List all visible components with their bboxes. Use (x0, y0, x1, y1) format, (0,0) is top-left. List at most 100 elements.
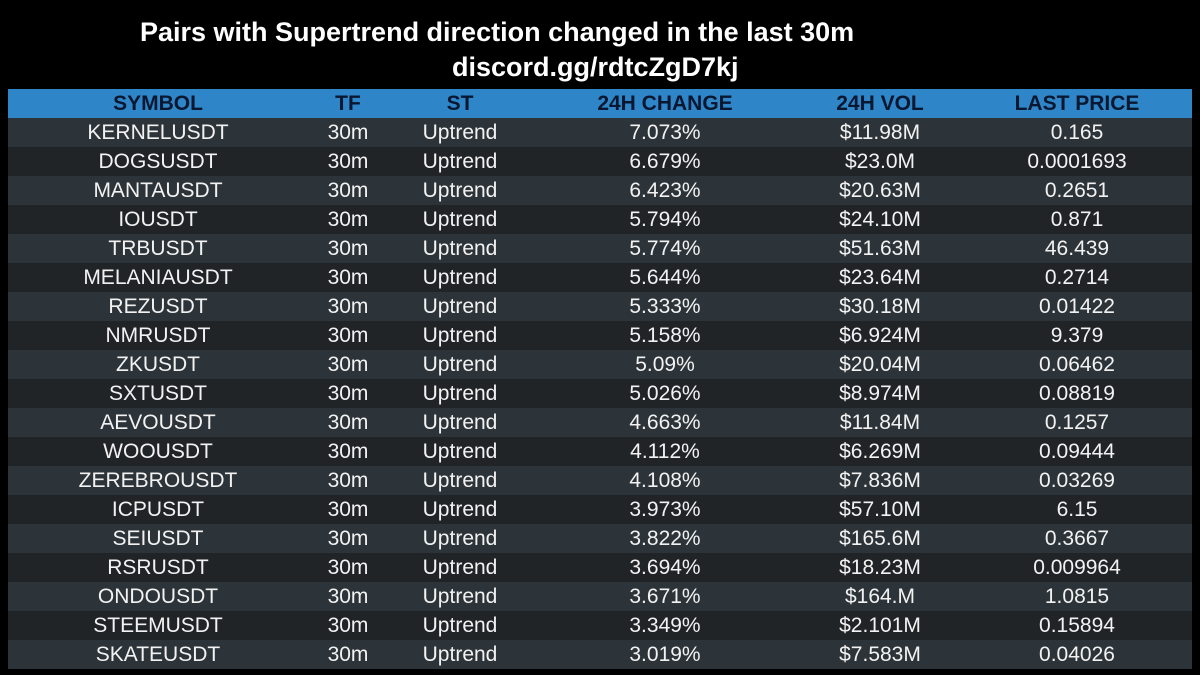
cell-symbol: ZKUSDT (116, 352, 200, 376)
cell-tf: 30m (327, 323, 369, 347)
cell-symbol: SEIUSDT (112, 526, 204, 550)
column-header-24h-vol: 24H VOL (836, 91, 924, 115)
cell-24h-vol: $20.63M (839, 178, 921, 202)
cell-tf: 30m (327, 642, 369, 666)
cell-24h-change: 5.794% (629, 207, 701, 231)
cell-st: Uptrend (422, 323, 498, 347)
cell-last-price: 0.15894 (1039, 613, 1115, 637)
table-row: REZUSDT 30m Uptrend 5.333% $30.18M 0.01422 (8, 292, 1192, 321)
cell-symbol: TRBUSDT (108, 236, 208, 260)
cell-symbol: SXTUSDT (108, 381, 207, 405)
cell-st: Uptrend (422, 352, 498, 376)
page-title: Pairs with Supertrend direction changed … (140, 17, 855, 47)
cell-st: Uptrend (422, 584, 498, 608)
cell-symbol: ONDOUSDT (97, 584, 219, 608)
cell-tf: 30m (327, 613, 369, 637)
cell-last-price: 0.0001693 (1027, 149, 1127, 173)
column-header-24h-change: 24H CHANGE (597, 91, 733, 115)
table-row: STEEMUSDT 30m Uptrend 3.349% $2.101M 0.15894 (8, 611, 1192, 640)
table-row: RSRUSDT 30m Uptrend 3.694% $18.23M 0.009964 (8, 553, 1192, 582)
cell-last-price: 0.2651 (1044, 178, 1110, 202)
cell-tf: 30m (327, 236, 369, 260)
table-header: SYMBOL TF ST 24H CHANGE 24H VOL LAST PRI… (8, 89, 1192, 118)
cell-st: Uptrend (422, 526, 498, 550)
cell-symbol: NMRUSDT (105, 323, 211, 347)
cell-st: Uptrend (422, 613, 498, 637)
cell-symbol: WOOUSDT (103, 439, 213, 463)
table-row: ICPUSDT 30m Uptrend 3.973% $57.10M 6.15 (8, 495, 1192, 524)
table-row: TRBUSDT 30m Uptrend 5.774% $51.63M 46.439 (8, 234, 1192, 263)
cell-last-price: 0.09444 (1039, 439, 1115, 463)
cell-24h-change: 3.973% (629, 497, 701, 521)
cell-24h-vol: $8.974M (839, 381, 921, 405)
column-header-symbol: SYMBOL (113, 91, 203, 115)
cell-st: Uptrend (422, 178, 498, 202)
cell-24h-vol: $164.M (844, 584, 916, 608)
cell-last-price: 0.1257 (1044, 410, 1110, 434)
column-header-st: ST (446, 91, 474, 115)
cell-tf: 30m (327, 178, 369, 202)
discord-link: discord.gg/rdtcZgD7kj (452, 52, 739, 82)
table-row: WOOUSDT 30m Uptrend 4.112% $6.269M 0.09444 (8, 437, 1192, 466)
cell-tf: 30m (327, 265, 369, 289)
cell-tf: 30m (327, 294, 369, 318)
cell-st: Uptrend (422, 381, 498, 405)
cell-24h-vol: $20.04M (839, 352, 921, 376)
cell-tf: 30m (327, 381, 369, 405)
cell-24h-vol: $24.10M (839, 207, 921, 231)
cell-symbol: SKATEUSDT (95, 642, 221, 666)
cell-st: Uptrend (422, 555, 498, 579)
cell-st: Uptrend (422, 120, 498, 144)
cell-24h-change: 5.158% (629, 323, 701, 347)
cell-symbol: ZEREBROUSDT (78, 468, 238, 492)
cell-24h-change: 5.774% (629, 236, 701, 260)
cell-symbol: KERNELUSDT (87, 120, 229, 144)
cell-last-price: 6.15 (1056, 497, 1098, 521)
pairs-table: SYMBOL TF ST 24H CHANGE 24H VOL LAST PRI… (8, 89, 1192, 669)
cell-tf: 30m (327, 584, 369, 608)
cell-tf: 30m (327, 352, 369, 376)
cell-24h-change: 7.073% (629, 120, 701, 144)
cell-24h-vol: $57.10M (839, 497, 921, 521)
cell-24h-change: 6.679% (629, 149, 701, 173)
cell-tf: 30m (327, 526, 369, 550)
cell-last-price: 0.04026 (1039, 642, 1115, 666)
cell-last-price: 1.0815 (1044, 584, 1110, 608)
cell-24h-change: 6.423% (629, 178, 701, 202)
table-row: ONDOUSDT 30m Uptrend 3.671% $164.M 1.0815 (8, 582, 1192, 611)
cell-last-price: 0.01422 (1039, 294, 1115, 318)
column-header-last-price: LAST PRICE (1014, 91, 1140, 115)
cell-tf: 30m (327, 120, 369, 144)
cell-24h-vol: $51.63M (839, 236, 921, 260)
cell-24h-change: 3.019% (629, 642, 701, 666)
cell-symbol: REZUSDT (108, 294, 208, 318)
table-row: SEIUSDT 30m Uptrend 3.822% $165.6M 0.3667 (8, 524, 1192, 553)
cell-symbol: AEVOUSDT (100, 410, 216, 434)
cell-24h-vol: $7.836M (839, 468, 921, 492)
cell-st: Uptrend (422, 265, 498, 289)
cell-st: Uptrend (422, 207, 498, 231)
table-row: SXTUSDT 30m Uptrend 5.026% $8.974M 0.08819 (8, 379, 1192, 408)
cell-24h-vol: $18.23M (839, 555, 921, 579)
cell-24h-change: 5.333% (629, 294, 701, 318)
table-row: MELANIAUSDT 30m Uptrend 5.644% $23.64M 0.2714 (8, 263, 1192, 292)
cell-24h-change: 4.112% (630, 439, 700, 463)
cell-tf: 30m (327, 497, 369, 521)
cell-tf: 30m (327, 439, 369, 463)
cell-24h-vol: $7.583M (839, 642, 921, 666)
cell-last-price: 0.2714 (1044, 265, 1110, 289)
cell-last-price: 0.06462 (1039, 352, 1115, 376)
cell-tf: 30m (327, 468, 369, 492)
cell-symbol: STEEMUSDT (93, 613, 223, 637)
cell-last-price: 0.009964 (1033, 555, 1121, 579)
cell-symbol: DOGSUSDT (98, 149, 218, 173)
cell-24h-change: 3.671% (629, 584, 701, 608)
cell-24h-change: 5.09% (635, 352, 695, 376)
table-row: NMRUSDT 30m Uptrend 5.158% $6.924M 9.379 (8, 321, 1192, 350)
cell-24h-vol: $11.84M (839, 410, 921, 434)
table-row: ZEREBROUSDT 30m Uptrend 4.108% $7.836M 0.0326… (8, 466, 1192, 495)
cell-24h-change: 3.349% (629, 613, 701, 637)
cell-24h-vol: $23.64M (839, 265, 921, 289)
cell-symbol: MANTAUSDT (93, 178, 223, 202)
cell-last-price: 0.03269 (1039, 468, 1115, 492)
